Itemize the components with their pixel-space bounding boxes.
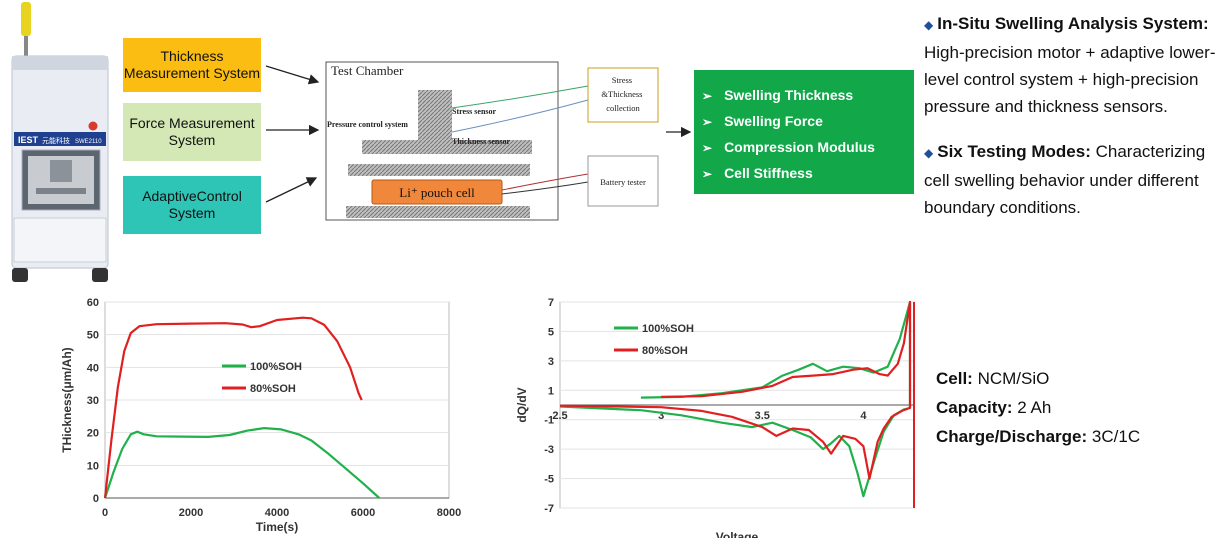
output-item-label: Swelling Force [724, 113, 823, 129]
y-tick-label: 0 [93, 493, 99, 505]
upper-plate [348, 164, 530, 176]
output-item-label: Compression Modulus [724, 139, 875, 155]
tester-wire-1 [501, 173, 589, 191]
description-heading-2: Six Testing Modes: [937, 142, 1091, 161]
y-tick-label: 3 [548, 356, 554, 368]
description-text-2: Characterizing cell swelling behavior un… [924, 142, 1206, 217]
x-tick-label: 3 [658, 410, 664, 422]
output-item: ➢ Swelling Thickness [702, 82, 875, 108]
x-tick-label: 4 [860, 410, 867, 422]
x-tick-label: 8000 [437, 507, 461, 519]
lower-plate [346, 206, 530, 218]
output-item: ➢ Cell Stiffness [702, 160, 875, 186]
dqdv-chart: -7 -5 -3 -1 1 3 5 7 2.5 3 3.5 4 Voltage dQ/dV 100%SOH 8… [515, 297, 915, 538]
x-tick-label: 4000 [265, 507, 289, 519]
y-tick-label: 50 [87, 330, 99, 342]
description-para-2: ◆ Six Testing Modes: Characterizing cell … [924, 138, 1218, 221]
device-brand-band [14, 132, 106, 146]
collection-box [587, 67, 659, 123]
device-model: SWE2110 [75, 139, 102, 145]
y-tick-label: -5 [544, 474, 554, 486]
arrow-bullet-icon: ➢ [702, 115, 713, 129]
output-item-label: Swelling Thickness [724, 87, 854, 103]
diamond-icon: ◆ [924, 146, 934, 160]
control-system-box: AdaptiveControl System [123, 176, 261, 234]
x-tick-label: 2000 [179, 507, 203, 519]
stress-sensor-label: Stress sensor [452, 107, 497, 116]
chamber-title: Test Chamber [331, 63, 404, 78]
series-line-100pctSOH [103, 427, 381, 499]
thickness-arrow [265, 65, 320, 85]
control-system-label: AdaptiveControl System [142, 188, 242, 221]
legend-label: 100%SOH [250, 361, 302, 373]
y-axis-label: THickness(μm/Ah) [60, 347, 74, 452]
thickness-wire [451, 99, 589, 133]
y-tick-label: 10 [87, 460, 99, 472]
device-stop-button [88, 121, 98, 131]
y-tick-label: 1 [548, 385, 554, 397]
diamond-icon: ◆ [924, 18, 934, 32]
arrow-bullet-icon: ➢ [702, 141, 713, 155]
press-plate [362, 140, 532, 154]
x-tick-label: 3.5 [755, 410, 770, 422]
x-axis-label: Time(s) [256, 520, 298, 534]
cell-info-cell: Cell: NCM/SiO [936, 369, 1050, 388]
y-tick-label: -3 [544, 444, 554, 456]
y-tick-label: 60 [87, 297, 99, 309]
legend-label: 80%SOH [642, 345, 688, 357]
y-tick-label: 20 [87, 428, 99, 440]
stress-wire [451, 85, 589, 109]
cell-info: Cell: NCM/SiO Capacity: 2 Ah Charge/Disc… [936, 364, 1140, 451]
series-line-80pctSOH [103, 316, 363, 499]
battery-tester-label: Battery tester [600, 177, 646, 187]
pouch-cell [371, 179, 503, 205]
y-tick-label: 30 [87, 395, 99, 407]
y-tick-label: 7 [548, 297, 554, 309]
device-indicator-light [21, 2, 31, 36]
thickness-system-box: Thickness Measurement System [123, 38, 261, 92]
tester-wire-2 [501, 181, 589, 195]
description-text-1: High-precision motor + adaptive lower-le… [924, 43, 1216, 116]
press-column [418, 90, 452, 140]
control-arrow [265, 177, 318, 203]
x-axis-label: Voltage [716, 530, 759, 538]
device-illustration: IEST 元能科技 SWE2110 [11, 2, 109, 282]
description-para-1: ◆ In-Situ Swelling Analysis System: High-… [924, 10, 1218, 120]
y-tick-label: 5 [548, 326, 554, 338]
force-system-label: Force Measurement System [129, 115, 255, 148]
legend-label: 100%SOH [642, 323, 694, 335]
x-tick-label: 2.5 [552, 410, 567, 422]
pressure-control-label: Pressure control system [327, 120, 408, 129]
cell-info-capacity: Capacity: 2 Ah [936, 398, 1052, 417]
description-heading-1: In-Situ Swelling Analysis System: [937, 14, 1209, 33]
x-tick-label: 0 [102, 507, 108, 519]
output-item: ➢ Compression Modulus [702, 134, 875, 160]
y-axis-label: dQ/dV [515, 387, 529, 422]
thickness-sensor-label: Thickness sensor [452, 137, 510, 146]
series-line-80pctSOH [559, 300, 912, 480]
legend-label: 80%SOH [250, 383, 296, 395]
pouch-cell-label: Li⁺ pouch cell [399, 185, 475, 200]
arrow-bullet-icon: ➢ [702, 167, 713, 181]
outputs-box: ➢ Swelling Thickness ➢ Swelling Force ➢ Compr… [694, 70, 914, 194]
y-tick-label: -7 [544, 503, 554, 515]
device-brand-cn: 元能科技 [42, 136, 70, 145]
thickness-system-label: Thickness Measurement System [123, 48, 261, 81]
system-description: ◆ In-Situ Swelling Analysis System: High-… [924, 10, 1218, 221]
arrow-bullet-icon: ➢ [702, 89, 713, 103]
battery-tester-box [587, 155, 659, 207]
collection-label: Stress &Thickness collection [601, 75, 644, 113]
force-system-box: Force Measurement System [123, 103, 261, 161]
y-tick-label: 40 [87, 362, 99, 374]
output-item: ➢ Swelling Force [702, 108, 875, 134]
output-item-label: Cell Stiffness [724, 165, 813, 181]
thickness-chart: 0 10 20 30 40 50 60 0 2000 4000 6000 8000 Time(s) THi… [60, 297, 461, 534]
cell-info-rate: Charge/Discharge: 3C/1C [936, 427, 1141, 446]
device-brand: IEST [18, 135, 39, 145]
y-tick-label: -1 [544, 415, 554, 427]
x-tick-label: 6000 [351, 507, 375, 519]
test-chamber-diagram: Test Chamber Li⁺ pouch cell Pressure con… [265, 61, 692, 221]
